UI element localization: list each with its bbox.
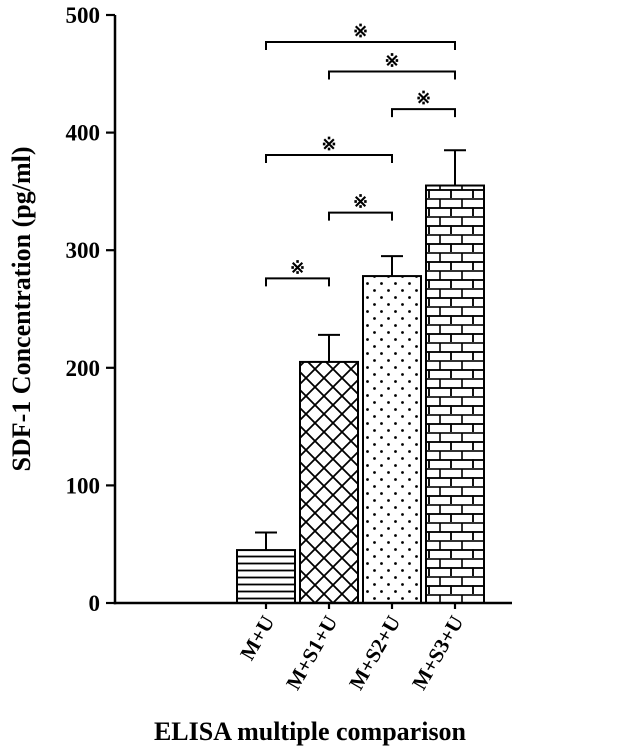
significance-marker: ※ — [384, 50, 399, 70]
significance-bracket — [328, 211, 393, 221]
significance-marker: ※ — [353, 192, 368, 212]
significance-bracket — [265, 41, 456, 51]
bar-M+U — [236, 549, 296, 605]
significance-bracket — [265, 277, 330, 287]
y-tick-label: 400 — [66, 121, 101, 146]
significance-bracket — [391, 108, 456, 118]
y-tick-label: 500 — [66, 3, 101, 28]
significance-marker: ※ — [353, 21, 368, 41]
y-axis-label: SDF-1 Concentration (pg/ml) — [7, 147, 36, 472]
category-label: M+S1+U — [281, 612, 342, 694]
y-tick-label: 300 — [66, 238, 101, 263]
y-tick-label: 0 — [89, 591, 101, 616]
y-tick-label: 100 — [66, 473, 101, 498]
bar-M+S1+U — [299, 360, 359, 605]
bar-M+S3+U — [425, 184, 485, 605]
significance-marker: ※ — [290, 257, 305, 277]
bar-M+S2+U — [362, 275, 422, 604]
significance-bracket — [328, 70, 456, 80]
y-tick-label: 200 — [66, 356, 101, 381]
significance-bracket — [265, 153, 393, 163]
significance-marker: ※ — [321, 134, 336, 154]
category-label: M+S2+U — [344, 612, 405, 694]
x-axis-label: ELISA multiple comparison — [154, 717, 467, 746]
category-label: M+U — [235, 612, 279, 665]
category-label: M+S3+U — [407, 612, 468, 694]
significance-marker: ※ — [416, 88, 431, 108]
